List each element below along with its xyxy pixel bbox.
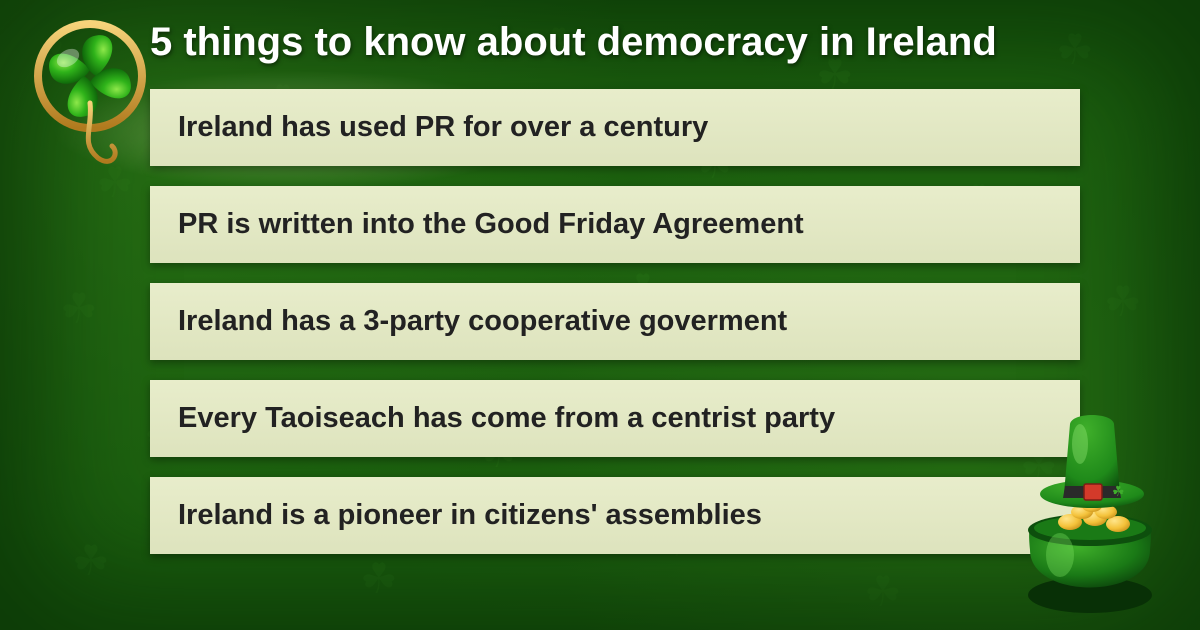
svg-text:☘: ☘ [1112,483,1125,499]
facts-list: Ireland has used PR for over a century P… [150,89,1140,554]
list-item: Ireland has used PR for over a century [150,89,1080,166]
list-item: Ireland has a 3-party cooperative goverm… [150,283,1080,360]
list-item: Every Taoiseach has come from a centrist… [150,380,1080,457]
list-item: PR is written into the Good Friday Agree… [150,186,1080,263]
pot-of-gold-icon: ☘ [1000,400,1180,620]
page-title: 5 things to know about democracy in Irel… [150,20,1140,65]
shamrock-icon [20,8,160,168]
list-item: Ireland is a pioneer in citizens' assemb… [150,477,1080,554]
